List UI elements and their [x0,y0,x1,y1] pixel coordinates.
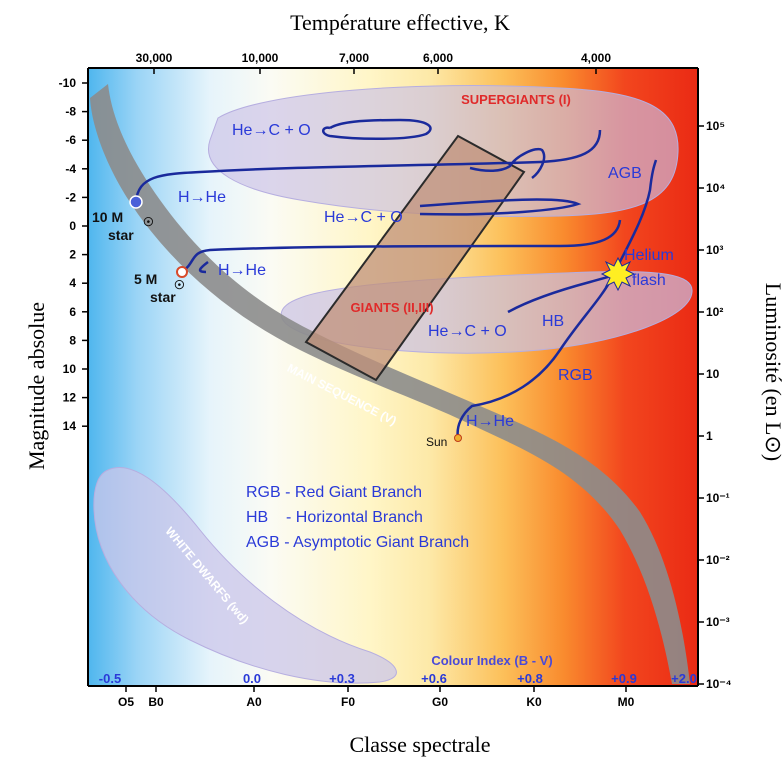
ten-mass-star-dot [129,195,143,209]
colour-index-value: 0.0 [243,671,261,686]
luminosity-tick-label: 10 [706,367,720,381]
h-he-5-label: H→He [218,262,266,279]
ten-mass-label: 10 M [92,209,123,225]
magnitude-tick-label: 12 [63,391,77,405]
magnitude-tick-label: 14 [63,419,77,433]
helium-label: Helium [624,247,674,264]
supergiants-label: SUPERGIANTS (I) [461,92,571,107]
magnitude-tick-label: -6 [65,133,76,147]
sun-label: Sun [426,435,447,449]
he-c-o-mid-label: He→C + O [324,209,403,226]
colour-index-value: +0.9 [611,671,637,686]
luminosity-tick-label: 10⁻⁴ [706,677,732,691]
giants-label: GIANTS (II,III) [350,300,433,315]
luminosity-tick-label: 10⁵ [706,119,725,133]
temperature-tick-label: 4,000 [581,51,611,65]
magnitude-tick-label: 8 [69,333,76,347]
top-axis-title: Température effective, K [290,10,510,35]
track-5-mass [181,219,622,274]
track-10-mass [134,129,602,216]
sun-dot [454,434,462,442]
luminosity-tick-label: 10³ [706,243,723,257]
luminosity-tick-label: 10⁻¹ [706,491,730,505]
left-axis-title: Magnitude absolue [24,302,49,470]
colour-index-value: +2.0 [671,671,697,686]
spectral-class-label: A0 [246,695,262,709]
spectral-class-labels: O5 B0 A0 F0 G0 K0 M0 [118,695,635,709]
spectral-class-label: O5 [118,695,134,709]
colour-index-value: +0.3 [329,671,355,686]
right-axis-title: Luminosité (en L⊙) [761,283,784,462]
temperature-tick-labels: 30,000 10,000 7,000 6,000 4,000 [136,51,612,65]
magnitude-tick-label: -4 [65,162,76,176]
supergiants-region [208,85,679,217]
spectral-class-label: G0 [432,695,448,709]
magnitude-tick-label: 0 [69,219,76,233]
helium-flash-icon [600,256,636,292]
spectral-class-label: B0 [148,695,164,709]
ten-mass-star-word: star [108,227,134,243]
magnitude-tick-labels: -10 -8 -6 -4 -2 0 2 4 6 8 10 12 14 [59,76,77,433]
luminosity-tick-label: 10⁴ [706,181,725,195]
rgb-label: RGB [558,367,593,384]
track-he-loop-top [322,118,432,141]
five-mass-star-dot [176,266,188,278]
bottom-axis-title: Classe spectrale [349,732,490,757]
temperature-tick-label: 30,000 [136,51,173,65]
spectral-class-label: M0 [618,695,635,709]
legend-rgb: RGB - Red Giant Branch [246,484,422,501]
luminosity-tick-label: 10² [706,305,723,319]
ten-mass-sun-symbol: ☉ [143,215,154,229]
magnitude-tick-label: 10 [63,362,77,376]
colour-index-values: -0.5 0.0 +0.3 +0.6 +0.8 +0.9 +2.0 [99,671,697,686]
instability-strip [304,134,526,382]
white-dwarfs-region [93,467,397,684]
five-mass-sun-symbol: ☉ [174,278,185,292]
axis-ticks [82,68,704,692]
five-mass-star-word: star [150,289,176,305]
he-c-o-top-label: He→C + O [232,122,311,139]
magnitude-tick-label: 4 [69,276,76,290]
temperature-tick-label: 7,000 [339,51,369,65]
spectral-class-label: F0 [341,695,355,709]
luminosity-tick-label: 1 [706,429,713,443]
colour-index-value: +0.8 [517,671,543,686]
luminosity-tick-label: 10⁻³ [706,615,730,629]
agb-label: AGB [608,165,642,182]
spectral-class-label: K0 [526,695,542,709]
magnitude-tick-label: -8 [65,105,76,119]
luminosity-tick-labels: 10⁵ 10⁴ 10³ 10² 10 1 10⁻¹ 10⁻² 10⁻³ 10⁻⁴ [706,119,732,691]
h-he-sun-label: H→He [466,413,514,430]
flash-label: flash [632,272,666,289]
track-sun [456,159,658,439]
legend-agb: AGB - Asymptotic Giant Branch [246,534,469,551]
h-he-10-label: H→He [178,189,226,206]
magnitude-tick-label: -10 [59,76,77,90]
legend-hb: HB - Horizontal Branch [246,509,423,526]
five-mass-label: 5 M [134,271,157,287]
luminosity-tick-label: 10⁻² [706,553,730,567]
hb-label: HB [542,313,564,330]
magnitude-tick-label: 2 [69,248,76,262]
magnitude-tick-label: -2 [65,190,76,204]
main-sequence-band [90,84,690,684]
colour-index-value: -0.5 [99,671,121,686]
evolutionary-tracks [134,118,658,439]
magnitude-tick-label: 6 [69,305,76,319]
temperature-tick-label: 10,000 [242,51,279,65]
temperature-tick-label: 6,000 [423,51,453,65]
he-c-o-low-label: He→C + O [428,323,507,340]
colour-index-label: Colour Index (B - V) [431,653,552,668]
colour-index-value: +0.6 [421,671,447,686]
